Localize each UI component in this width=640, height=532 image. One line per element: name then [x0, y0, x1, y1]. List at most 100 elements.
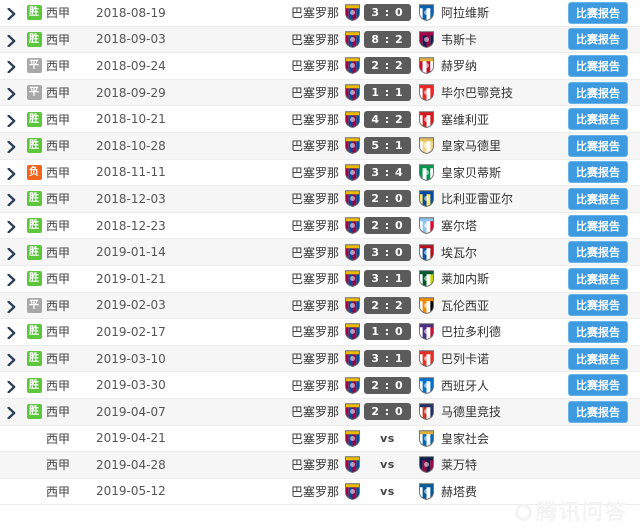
away-team-cell[interactable]: 埃瓦尔	[414, 243, 556, 261]
table-row[interactable]: 胜西甲 2019-01-14 巴塞罗那 3 : 0 埃瓦尔 比赛报告	[0, 239, 640, 266]
table-row[interactable]: 胜西甲 2018-10-28 巴塞罗那 5 : 1 皇家马德里 比赛报告	[0, 132, 640, 160]
table-row[interactable]: 负西甲 2018-11-11 巴塞罗那 3 : 4 皇家贝蒂斯 比赛报告	[0, 159, 640, 187]
table-row[interactable]: 平西甲 2018-09-29 巴塞罗那 1 : 1 毕尔巴鄂竞技 比赛报告	[0, 79, 640, 107]
row-expand-cell[interactable]	[0, 114, 22, 127]
home-team-cell[interactable]: 巴塞罗那	[248, 84, 361, 102]
home-team-cell[interactable]: 巴塞罗那	[248, 297, 361, 314]
row-expand-cell[interactable]	[0, 327, 22, 340]
chevron-right-icon[interactable]	[6, 221, 16, 234]
away-team-cell[interactable]: 巴拉多利德	[414, 323, 556, 341]
away-team-cell[interactable]: 莱加内斯	[414, 270, 556, 288]
home-team-cell[interactable]: 巴塞罗那	[248, 164, 361, 181]
table-row[interactable]: 胜西甲 2018-12-03 巴塞罗那 2 : 0 比利亚雷亚尔 比赛报告	[0, 186, 640, 213]
match-report-button[interactable]: 比赛报告	[568, 267, 628, 290]
home-team-cell[interactable]: 巴塞罗那	[248, 350, 361, 368]
match-report-button[interactable]: 比赛报告	[568, 81, 628, 104]
row-expand-cell[interactable]	[0, 221, 22, 234]
chevron-right-icon[interactable]	[6, 407, 16, 420]
row-expand-cell[interactable]	[0, 167, 22, 180]
match-report-button[interactable]: 比赛报告	[568, 374, 628, 397]
row-expand-cell[interactable]	[0, 194, 22, 207]
table-row[interactable]: 西甲 2019-04-28 巴塞罗那 vs 莱万特	[0, 452, 640, 479]
chevron-right-icon[interactable]	[6, 34, 16, 47]
away-team-cell[interactable]: 塞维利亚	[414, 110, 556, 128]
row-expand-cell[interactable]	[0, 354, 22, 367]
table-row[interactable]: 胜西甲 2019-04-07 巴塞罗那 2 : 0 马德里竞技 比赛报告	[0, 398, 640, 426]
home-team-cell[interactable]: 巴塞罗那	[248, 323, 361, 341]
row-expand-cell[interactable]	[0, 407, 22, 420]
match-report-button[interactable]: 比赛报告	[568, 241, 628, 264]
chevron-right-icon[interactable]	[6, 274, 16, 287]
home-team-cell[interactable]: 巴塞罗那	[248, 190, 361, 208]
home-team-cell[interactable]: 巴塞罗那	[248, 430, 361, 447]
away-team-cell[interactable]: 西班牙人	[414, 376, 556, 394]
home-team-cell[interactable]: 巴塞罗那	[248, 483, 361, 500]
away-team-cell[interactable]: 皇家贝蒂斯	[414, 164, 556, 181]
home-team-cell[interactable]: 巴塞罗那	[248, 376, 361, 394]
match-report-button[interactable]: 比赛报告	[568, 187, 628, 210]
home-team-cell[interactable]: 巴塞罗那	[248, 243, 361, 261]
match-report-button[interactable]: 比赛报告	[568, 161, 628, 184]
match-report-button[interactable]: 比赛报告	[568, 108, 628, 131]
row-expand-cell[interactable]	[0, 300, 22, 313]
row-expand-cell[interactable]	[0, 380, 22, 393]
table-row[interactable]: 胜西甲 2018-09-03 巴塞罗那 8 : 2 韦斯卡 比赛报告	[0, 26, 640, 54]
row-expand-cell[interactable]	[0, 141, 22, 154]
row-expand-cell[interactable]	[0, 8, 22, 21]
away-team-cell[interactable]: 比利亚雷亚尔	[414, 190, 556, 208]
match-report-button[interactable]: 比赛报告	[568, 134, 628, 157]
match-report-button[interactable]: 比赛报告	[568, 400, 628, 423]
table-row[interactable]: 胜西甲 2018-12-23 巴塞罗那 2 : 0 塞尔塔 比赛报告	[0, 212, 640, 240]
home-team-cell[interactable]: 巴塞罗那	[248, 31, 361, 48]
match-report-button[interactable]: 比赛报告	[568, 1, 628, 24]
home-team-cell[interactable]: 巴塞罗那	[248, 57, 361, 75]
away-team-cell[interactable]: 赫塔费	[414, 483, 556, 500]
away-team-cell[interactable]: 赫罗纳	[414, 57, 556, 75]
match-report-button[interactable]: 比赛报告	[568, 28, 628, 51]
away-team-cell[interactable]: 莱万特	[414, 456, 556, 474]
table-row[interactable]: 平西甲 2019-02-03 巴塞罗那 2 : 2 瓦伦西亚 比赛报告	[0, 292, 640, 320]
away-team-cell[interactable]: 皇家马德里	[414, 137, 556, 155]
match-report-button[interactable]: 比赛报告	[568, 54, 628, 77]
match-report-button[interactable]: 比赛报告	[568, 347, 628, 370]
away-team-cell[interactable]: 瓦伦西亚	[414, 297, 556, 314]
chevron-right-icon[interactable]	[6, 167, 16, 180]
table-row[interactable]: 胜西甲 2019-01-21 巴塞罗那 3 : 1 莱加内斯 比赛报告	[0, 265, 640, 293]
chevron-right-icon[interactable]	[6, 141, 16, 154]
match-report-button[interactable]: 比赛报告	[568, 214, 628, 237]
row-expand-cell[interactable]	[0, 34, 22, 47]
chevron-right-icon[interactable]	[6, 380, 16, 393]
row-expand-cell[interactable]	[0, 61, 22, 74]
away-team-cell[interactable]: 巴列卡诺	[414, 350, 556, 368]
table-row[interactable]: 西甲 2019-05-12 巴塞罗那 vs 赫塔费	[0, 478, 640, 506]
row-expand-cell[interactable]	[0, 247, 22, 260]
chevron-right-icon[interactable]	[6, 247, 16, 260]
table-row[interactable]: 胜西甲 2018-10-21 巴塞罗那 4 : 2 塞维利亚 比赛报告	[0, 106, 640, 133]
home-team-cell[interactable]: 巴塞罗那	[248, 137, 361, 155]
chevron-right-icon[interactable]	[6, 300, 16, 313]
table-row[interactable]: 西甲 2019-04-21 巴塞罗那 vs 皇家社会	[0, 425, 640, 453]
chevron-right-icon[interactable]	[6, 114, 16, 127]
match-report-button[interactable]: 比赛报告	[568, 320, 628, 343]
table-row[interactable]: 胜西甲 2019-02-17 巴塞罗那 1 : 0 巴拉多利德 比赛报告	[0, 319, 640, 346]
table-row[interactable]: 平西甲 2018-09-24 巴塞罗那 2 : 2 赫罗纳 比赛报告	[0, 53, 640, 80]
home-team-cell[interactable]: 巴塞罗那	[248, 270, 361, 288]
away-team-cell[interactable]: 皇家社会	[414, 430, 556, 447]
away-team-cell[interactable]: 韦斯卡	[414, 31, 556, 48]
away-team-cell[interactable]: 阿拉维斯	[414, 4, 556, 22]
home-team-cell[interactable]: 巴塞罗那	[248, 456, 361, 474]
away-team-cell[interactable]: 塞尔塔	[414, 217, 556, 235]
home-team-cell[interactable]: 巴塞罗那	[248, 403, 361, 421]
table-row[interactable]: 胜西甲 2019-03-30 巴塞罗那 2 : 0 西班牙人 比赛报告	[0, 372, 640, 399]
away-team-cell[interactable]: 马德里竞技	[414, 403, 556, 421]
row-expand-cell[interactable]	[0, 88, 22, 101]
away-team-cell[interactable]: 毕尔巴鄂竞技	[414, 84, 556, 102]
home-team-cell[interactable]: 巴塞罗那	[248, 4, 361, 22]
table-row[interactable]: 胜西甲 2018-08-19 巴塞罗那 3 : 0 阿拉维斯 比赛报告	[0, 0, 640, 27]
home-team-cell[interactable]: 巴塞罗那	[248, 110, 361, 128]
home-team-cell[interactable]: 巴塞罗那	[248, 217, 361, 235]
chevron-right-icon[interactable]	[6, 327, 16, 340]
chevron-right-icon[interactable]	[6, 88, 16, 101]
chevron-right-icon[interactable]	[6, 354, 16, 367]
match-report-button[interactable]: 比赛报告	[568, 294, 628, 317]
